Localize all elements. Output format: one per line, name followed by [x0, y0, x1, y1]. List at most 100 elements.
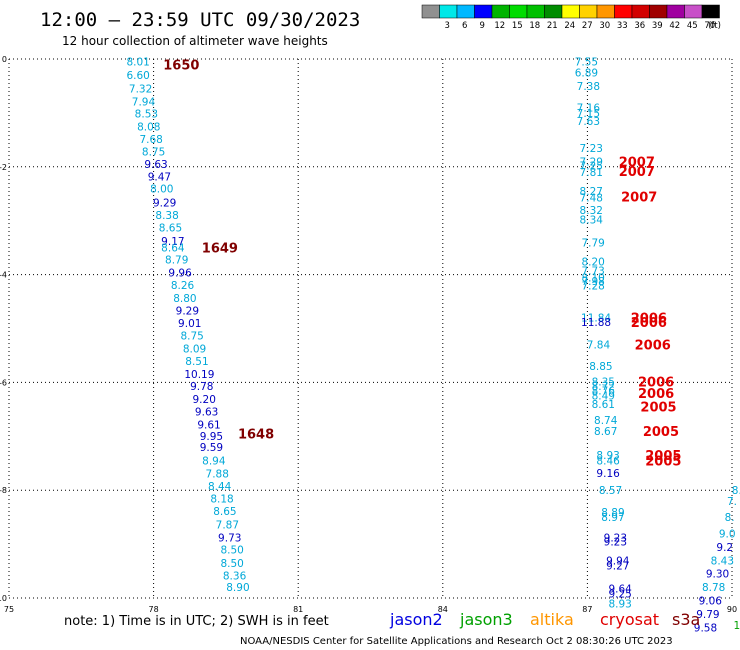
- swh-value-label: 7.81: [580, 167, 603, 179]
- swh-value-label: 8.53: [135, 108, 158, 120]
- swh-value-label: 7.79: [581, 237, 604, 249]
- colorbar-label: 39: [652, 21, 663, 31]
- colorbar-label: 30: [599, 21, 610, 31]
- swh-value-label: 9.94: [606, 555, 630, 567]
- cycle-number-label: 2005: [643, 425, 679, 440]
- swh-value-label: 8.20: [581, 257, 604, 269]
- colorbar-swatch: [614, 4, 633, 19]
- chart-grid: [8, 58, 733, 599]
- swh-value-label: 7.: [727, 496, 737, 508]
- swh-value-label: 1: [733, 620, 740, 632]
- swh-value-label: 8.75: [142, 147, 165, 159]
- swh-value-label: 9.25: [608, 589, 631, 601]
- data-points: 8.016.607.327.948.538.087.688.759.639.47…: [126, 57, 740, 635]
- swh-value-label: 9.16: [596, 468, 620, 480]
- swh-value-label: 9.29: [153, 197, 176, 209]
- swh-value-label: 8.97: [601, 512, 624, 524]
- swh-value-label: 9.63: [144, 159, 167, 171]
- colorbar-swatch: [544, 4, 563, 19]
- swh-value-label: 8.72: [592, 381, 615, 393]
- swh-value-label: 7.16: [577, 103, 601, 115]
- y-tick-label: 0: [2, 55, 7, 64]
- cycle-number-label: 2006: [635, 339, 671, 354]
- colorbar-swatch: [666, 4, 685, 19]
- swh-value-label: 8.51: [185, 356, 208, 368]
- y-tick-label: -6: [0, 378, 7, 387]
- swh-value-label: 8.35: [592, 376, 615, 388]
- swh-value-label: 7.84: [587, 340, 611, 352]
- swh-value-label: 7.87: [216, 520, 239, 532]
- swh-value-label: 9.59: [200, 442, 223, 454]
- swh-value-label: 7.94: [132, 97, 156, 109]
- swh-value-label: 9.96: [168, 267, 192, 279]
- swh-value-label: 7.25: [580, 161, 603, 173]
- swh-value-label: 9.64: [608, 583, 632, 595]
- swh-value-label: 9.0: [719, 528, 736, 540]
- swh-value-label: 7.88: [206, 468, 229, 480]
- swh-value-label: 8.57: [599, 485, 622, 497]
- swh-value-label: 8.85: [589, 361, 612, 373]
- swh-value-label: 9.20: [193, 394, 216, 406]
- swh-value-label: 7.15: [577, 108, 600, 120]
- cycle-number-label: 2007: [619, 165, 655, 180]
- axis-ticks: 75 78 81 84 87 90 0 -2 -4 -6 -8 -10: [0, 55, 737, 614]
- swh-value-label: 8.80: [173, 293, 196, 305]
- swh-value-label: 8.75: [180, 331, 203, 343]
- swh-value-label: 9.63: [195, 407, 218, 419]
- cycle-number-label: 2007: [621, 190, 657, 205]
- chart-subtitle: 12 hour collection of altimeter wave hei…: [62, 34, 328, 48]
- swh-value-label: 7.28: [581, 280, 604, 292]
- y-tick-label: -10: [0, 594, 7, 603]
- cycle-number-label: 1649: [202, 242, 238, 257]
- swh-value-label: 7.55: [575, 57, 598, 69]
- satellite-legend-jason2: jason2: [389, 610, 443, 629]
- colorbar-label: 21: [547, 21, 558, 31]
- swh-value-label: 9.73: [218, 533, 241, 545]
- swh-value-label: 8.79: [165, 255, 188, 267]
- colorbar-label: 42: [669, 21, 680, 31]
- y-tick-label: -2: [0, 163, 7, 172]
- swh-value-label: 8.89: [601, 507, 624, 519]
- swh-value-label: 8.61: [592, 399, 615, 411]
- colorbar-swatch: [456, 4, 475, 19]
- cycle-number-label: 1650: [163, 58, 199, 73]
- swh-value-label: 9.78: [190, 381, 213, 393]
- swh-value-label: 7.32: [129, 84, 152, 96]
- swh-value-label: 7.23: [580, 143, 603, 155]
- swh-value-label: 8.50: [220, 558, 243, 570]
- swh-value-label: 8.64: [161, 243, 185, 255]
- swh-value-label: 8.00: [150, 183, 173, 195]
- swh-value-label: 9.17: [161, 236, 184, 248]
- swh-value-label: 8.94: [202, 456, 226, 468]
- x-tick-label: 75: [4, 605, 14, 614]
- cycle-number-label: 2005: [645, 455, 681, 470]
- swh-value-label: 8.38: [155, 210, 178, 222]
- swh-value-label: 9.61: [197, 419, 220, 431]
- swh-value-label: 6.89: [575, 67, 598, 79]
- swh-value-label: 9.30: [706, 569, 729, 581]
- colorbar-label: 15: [512, 21, 523, 31]
- swh-value-label: 8.32: [580, 205, 603, 217]
- x-tick-label: 78: [149, 605, 159, 614]
- swh-value-label: 8.74: [594, 415, 618, 427]
- swh-value-label: 8.67: [594, 426, 617, 438]
- swh-value-label: 8.50: [220, 544, 243, 556]
- cycle-number-label: 2006: [631, 316, 667, 331]
- swh-value-label: 8.18: [210, 493, 233, 505]
- swh-value-label: 7.48: [580, 193, 603, 205]
- cycle-number-label: 2006: [638, 387, 674, 402]
- swh-value-label: 9.06: [699, 596, 723, 608]
- satellite-legend-s3a: s3a: [672, 610, 700, 629]
- colorbar-unit: (ft): [708, 21, 721, 31]
- swh-value-label: 7.98: [581, 276, 604, 288]
- cycle-number-label: 2006: [631, 312, 667, 327]
- colorbar-label: 70: [704, 21, 715, 31]
- colorbar-swatch: [491, 4, 510, 19]
- swh-value-label: 9.58: [694, 623, 717, 635]
- satellite-legend-altika: altika: [530, 610, 574, 629]
- swh-value-label: 8.36: [223, 570, 247, 582]
- swh-value-label: 8.27: [580, 186, 603, 198]
- colorbar-label: 27: [582, 21, 593, 31]
- swh-value-label: 9.47: [148, 172, 171, 184]
